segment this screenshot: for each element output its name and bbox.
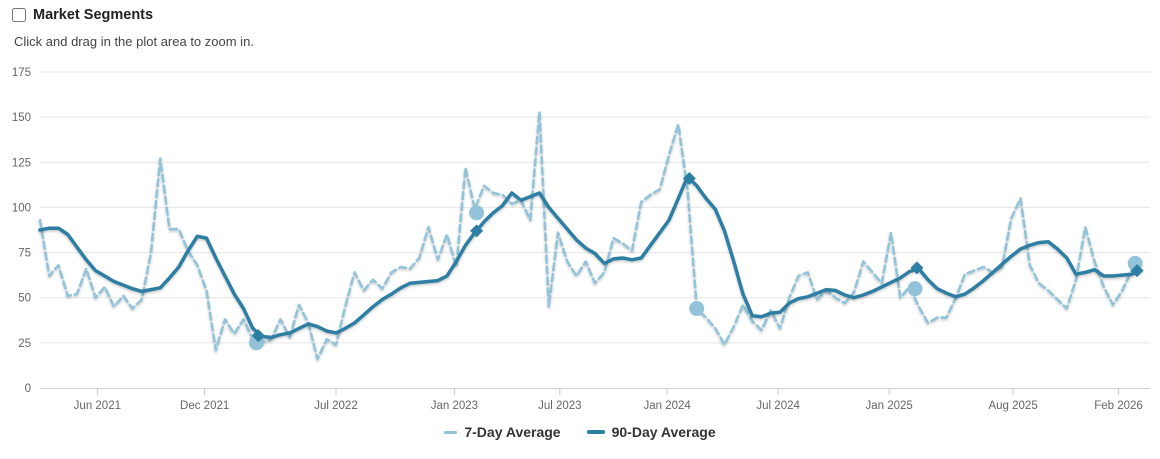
series-7day-average-line <box>38 110 1143 361</box>
x-axis-ticks <box>96 389 1120 395</box>
y-tick-label: 50 <box>18 293 31 305</box>
x-axis-labels: Jun 2021 Dec 2021 Jul 2022 Jan 2023 Jul 2023… <box>74 400 1143 412</box>
y-axis-labels: 0 25 50 75 100 125 150 175 <box>12 67 31 395</box>
legend-label-90day: 90-Day Average <box>611 424 716 440</box>
chart-title: Market Segments <box>33 7 154 23</box>
y-tick-label: 125 <box>12 157 31 169</box>
y-tick-label: 150 <box>12 112 31 124</box>
y-tick-label: 75 <box>18 248 31 260</box>
90day-average-line-swatch <box>586 430 605 434</box>
y-tick-label: 100 <box>12 202 31 214</box>
7day-average-line-swatch <box>444 430 458 434</box>
line-chart: 0 25 50 75 100 125 150 175 Jun 2021 Dec 2021 Jul 2… <box>12 67 1150 412</box>
diamond-marker <box>910 261 924 275</box>
market-segments-checkbox[interactable] <box>12 8 26 22</box>
legend-item-90day-average[interactable]: 90-Day Average <box>586 424 716 440</box>
y-tick-label: 25 <box>18 338 31 350</box>
y-tick-label: 0 <box>25 383 31 395</box>
circle-marker <box>907 281 923 297</box>
chart-title-row: Market Segments <box>12 7 153 23</box>
diamond-marker <box>1130 264 1144 278</box>
chart-legend: 7-Day Average 90-Day Average <box>0 424 1160 440</box>
x-tick-label: Feb 2026 <box>1094 400 1143 412</box>
legend-label-7day: 7-Day Average <box>464 424 561 440</box>
series-90day-average-markers <box>251 172 1144 343</box>
series-90day-average-line <box>38 174 1143 340</box>
circle-marker <box>689 301 705 317</box>
x-tick-label: Jun 2021 <box>74 400 121 412</box>
chart-subtitle: Click and drag in the plot area to zoom … <box>14 34 254 49</box>
diamond-marker <box>251 329 265 343</box>
x-tick-label: Jan 2025 <box>865 400 912 412</box>
diamond-marker <box>470 224 484 238</box>
legend-item-7day-average[interactable]: 7-Day Average <box>444 424 561 440</box>
x-tick-label: Aug 2025 <box>988 400 1037 412</box>
plot-area[interactable] <box>40 72 1150 388</box>
y-tick-label: 175 <box>12 67 31 79</box>
x-tick-label: Dec 2021 <box>180 400 229 412</box>
x-tick-label: Jan 2024 <box>643 400 691 412</box>
x-tick-label: Jan 2023 <box>431 400 478 412</box>
circle-marker <box>469 205 485 221</box>
x-tick-label: Jul 2023 <box>538 400 581 412</box>
x-tick-label: Jul 2024 <box>756 400 800 412</box>
diamond-marker <box>682 172 696 186</box>
x-tick-label: Jul 2022 <box>314 400 357 412</box>
